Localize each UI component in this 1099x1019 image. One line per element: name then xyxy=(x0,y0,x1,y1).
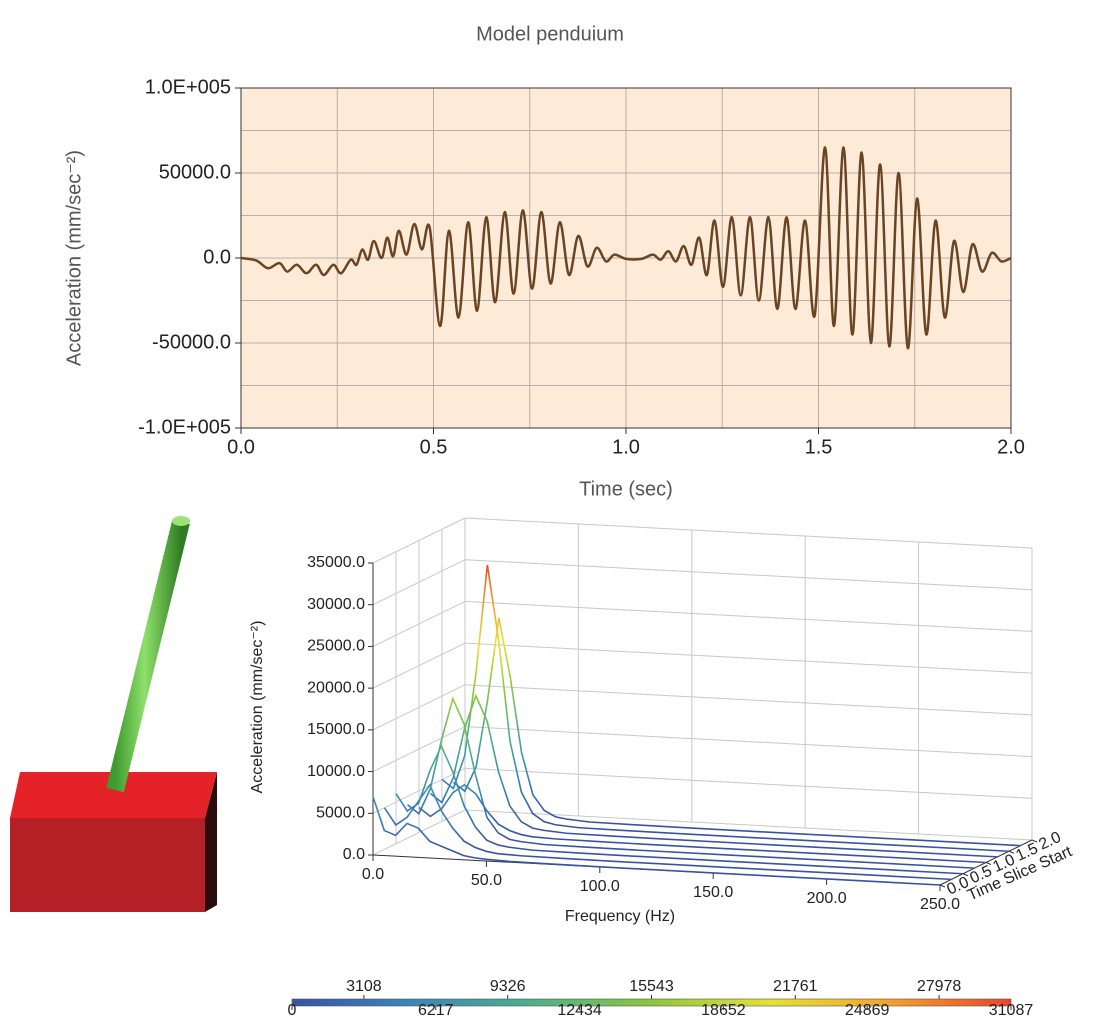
x-tick-label: 1.0 xyxy=(612,436,640,458)
z-tick xyxy=(1031,839,1038,843)
colorbar-tick-label: 0 xyxy=(288,1002,297,1019)
z-tick xyxy=(1008,850,1015,854)
z-tick xyxy=(939,884,946,888)
data-line xyxy=(240,146,1012,350)
x-tick-label: 1.5 xyxy=(805,436,833,458)
colorbar-tick-label: 21761 xyxy=(773,978,818,995)
colorbar-tick-label: 9326 xyxy=(490,978,526,995)
pendulum xyxy=(10,516,217,912)
y-tick-label: 50000.0 xyxy=(159,161,231,183)
colorbar xyxy=(291,998,1012,1007)
slice-line xyxy=(418,783,987,864)
chart-title: Model penduium xyxy=(476,23,624,45)
y-tick-label: -1.0E+005 xyxy=(138,416,231,438)
z-tick xyxy=(985,862,992,865)
colorbar-tick-label: 24869 xyxy=(845,1002,890,1019)
grid-line xyxy=(464,809,1033,841)
x-tick-label: 0.0 xyxy=(227,436,255,458)
rod xyxy=(106,519,190,793)
y-tick-label: 0.0 xyxy=(343,846,365,863)
grid-line xyxy=(464,767,1033,799)
y-axis-title: Acceleration (mm/sec⁻²) xyxy=(249,621,266,794)
y-tick-label: 35000.0 xyxy=(307,554,365,571)
colorbar-tick-label: 27978 xyxy=(917,978,962,995)
colorbar-tick-label: 15543 xyxy=(629,978,674,995)
grid-line xyxy=(464,726,1033,758)
y-tick-label: 0.0 xyxy=(203,246,231,268)
y-tick-label: -50000.0 xyxy=(152,331,231,353)
slice-line xyxy=(430,693,998,858)
box-front xyxy=(10,818,205,912)
grid-line xyxy=(464,559,1033,591)
x-tick-label: 250.0 xyxy=(920,896,960,913)
slice-line xyxy=(395,744,964,875)
colorbar-tick-label: 18652 xyxy=(701,1002,746,1019)
x-tick-label: 150.0 xyxy=(693,884,733,901)
x-axis-title: Frequency (Hz) xyxy=(565,908,675,925)
box-side xyxy=(205,772,217,912)
y-tick-label: 1.0E+005 xyxy=(145,76,231,98)
colorbar-tick-label: 12434 xyxy=(557,1002,602,1019)
slice-line xyxy=(407,696,975,869)
grid-line xyxy=(464,684,1033,716)
x-tick-label: 2.0 xyxy=(997,436,1025,458)
slice-line xyxy=(441,564,1010,853)
colorbar-tick-label: 3108 xyxy=(346,978,382,995)
slice-line xyxy=(453,617,1021,847)
y-tick-label: 10000.0 xyxy=(307,763,365,780)
box-top xyxy=(10,772,217,818)
z-tick xyxy=(962,873,969,877)
slice-line xyxy=(383,783,952,881)
y-tick-label: 30000.0 xyxy=(307,596,365,613)
y-tick-label: 25000.0 xyxy=(307,638,365,655)
grid-line xyxy=(464,642,1033,674)
colorbar-tick-label: 6217 xyxy=(418,1002,454,1019)
x-tick-label: 100.0 xyxy=(580,878,620,895)
y-tick-label: 20000.0 xyxy=(307,679,365,696)
x-tick-label: 0.0 xyxy=(362,866,384,883)
y-axis-title: Acceleration (mm/sec⁻²) xyxy=(63,150,85,366)
grid-line xyxy=(464,517,1033,549)
slice-line xyxy=(372,796,941,886)
x-tick-label: 0.5 xyxy=(420,436,448,458)
grid-line xyxy=(464,600,1033,632)
x-tick-label: 200.0 xyxy=(807,890,847,907)
x-axis-title: Time (sec) xyxy=(579,478,673,500)
x-tick-label: 50.0 xyxy=(471,872,502,889)
y-tick-label: 5000.0 xyxy=(316,805,365,822)
colorbar-tick-label: 31087 xyxy=(989,1002,1034,1019)
rod-cap xyxy=(172,516,190,526)
y-tick-label: 15000.0 xyxy=(307,721,365,738)
